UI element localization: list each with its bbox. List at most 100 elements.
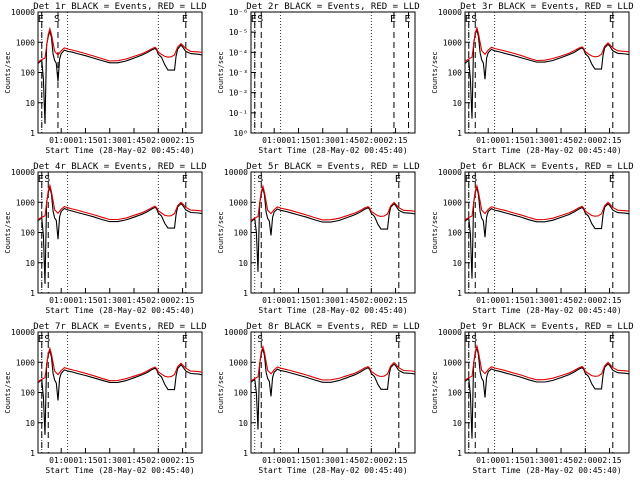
- x-tick-label: 01:30: [98, 136, 122, 145]
- series-events-line: [37, 348, 203, 435]
- series-lld-line: [37, 346, 203, 383]
- x-tick-label: 01:45: [549, 456, 573, 465]
- y-axis-label: Counts/sec: [217, 371, 225, 413]
- x-tick-label: 01:00: [262, 456, 286, 465]
- y-tick-label: 10000: [11, 328, 35, 337]
- x-tick-label: 02:15: [598, 296, 622, 305]
- plot-frame: [464, 11, 630, 134]
- x-tick-label: 01:30: [311, 136, 335, 145]
- y-tick-label: 1000: [443, 198, 462, 207]
- x-tick-label: 01:15: [500, 456, 524, 465]
- x-tick-label: 02:00: [146, 296, 170, 305]
- y-tick-label: 10⁻⁴: [229, 48, 248, 57]
- y-tick-label: 10000: [438, 328, 462, 337]
- y-tick-label: 10000: [438, 8, 462, 17]
- chart-title: Det 1r BLACK = Events, RED = LLD: [33, 2, 206, 12]
- y-tick-label: 10: [452, 259, 462, 268]
- x-tick-label: 01:45: [122, 136, 146, 145]
- x-tick-label: 01:30: [525, 456, 549, 465]
- marker-label: E: [465, 334, 471, 345]
- marker-label: E: [251, 14, 257, 25]
- marker-label: E: [395, 174, 401, 185]
- x-tick-label: 01:45: [549, 296, 573, 305]
- x-axis-label: Start Time (28-May-02 00:45:40): [258, 146, 407, 155]
- plot-frame: [37, 11, 203, 134]
- marker-label: E: [405, 14, 411, 25]
- x-tick-label: 01:00: [262, 136, 286, 145]
- plot-frame: [464, 171, 630, 294]
- x-tick-label: 02:15: [598, 136, 622, 145]
- y-tick-label: 1000: [443, 38, 462, 47]
- series-lld-line: [464, 25, 630, 63]
- x-tick-label: 01:15: [286, 296, 310, 305]
- y-tick-label: 1000: [16, 198, 35, 207]
- plot-frame: [37, 331, 203, 454]
- y-tick-label: 10⁻²: [229, 89, 248, 98]
- x-tick-label: 01:45: [335, 136, 359, 145]
- y-tick-label: 10⁻⁵: [229, 28, 248, 37]
- y-tick-label: 100: [21, 389, 36, 398]
- x-tick-label: 02:15: [171, 456, 195, 465]
- series-lld-line: [250, 184, 416, 221]
- series-events-line: [37, 30, 203, 124]
- x-tick-label: 02:00: [146, 136, 170, 145]
- y-tick-label: 1000: [16, 38, 35, 47]
- marker-label: S: [471, 174, 477, 185]
- y-tick-label: 10⁻⁶: [229, 8, 248, 17]
- x-tick-label: 01:00: [476, 456, 500, 465]
- y-tick-label: 10: [452, 99, 462, 108]
- x-tick-label: 02:15: [384, 296, 408, 305]
- y-tick-label: 10000: [224, 168, 248, 177]
- y-tick-label: 1: [243, 289, 248, 298]
- series-lld-line: [250, 344, 416, 382]
- x-axis-label: Start Time (28-May-02 00:45:40): [45, 306, 194, 315]
- x-tick-label: 02:00: [573, 136, 597, 145]
- x-tick-label: 02:00: [359, 456, 383, 465]
- x-tick-label: 01:00: [476, 296, 500, 305]
- x-tick-label: 02:15: [171, 296, 195, 305]
- series-lld-line: [464, 343, 630, 381]
- y-tick-label: 1: [30, 129, 35, 138]
- plot-frame: [37, 171, 203, 294]
- x-tick-label: 02:00: [146, 456, 170, 465]
- y-tick-label: 10000: [224, 328, 248, 337]
- y-tick-label: 1: [457, 289, 462, 298]
- y-tick-label: 10: [25, 419, 35, 428]
- x-tick-label: 02:00: [359, 296, 383, 305]
- chart-title: Det 6r BLACK = Events, RED = LLD: [460, 162, 633, 172]
- y-tick-label: 1000: [16, 358, 35, 367]
- marker-label: S: [257, 14, 263, 25]
- y-tick-label: 100: [448, 389, 463, 398]
- x-tick-label: 02:15: [598, 456, 622, 465]
- y-tick-label: 1: [243, 449, 248, 458]
- x-tick-label: 01:15: [500, 136, 524, 145]
- y-tick-label: 1: [457, 449, 462, 458]
- marker-label: S: [257, 174, 263, 185]
- y-tick-label: 10: [25, 259, 35, 268]
- plot-frame: [464, 331, 630, 454]
- y-tick-label: 1: [30, 449, 35, 458]
- y-axis-label: Counts/sec: [217, 211, 225, 253]
- x-tick-label: 01:30: [98, 296, 122, 305]
- x-tick-label: 02:00: [573, 456, 597, 465]
- y-tick-label: 10: [25, 99, 35, 108]
- x-tick-label: 01:30: [525, 296, 549, 305]
- y-axis-label: Counts/sec: [4, 51, 12, 93]
- series-lld-line: [464, 183, 630, 221]
- marker-label: E: [182, 174, 188, 185]
- marker-label: E: [609, 334, 615, 345]
- y-tick-label: 100: [234, 389, 249, 398]
- marker-label: S: [471, 334, 477, 345]
- marker-label: E: [390, 14, 396, 25]
- marker-label: E: [395, 334, 401, 345]
- marker-label: S: [54, 14, 60, 25]
- y-tick-label: 1: [30, 289, 35, 298]
- x-tick-label: 02:00: [359, 136, 383, 145]
- series-events-line: [464, 187, 630, 279]
